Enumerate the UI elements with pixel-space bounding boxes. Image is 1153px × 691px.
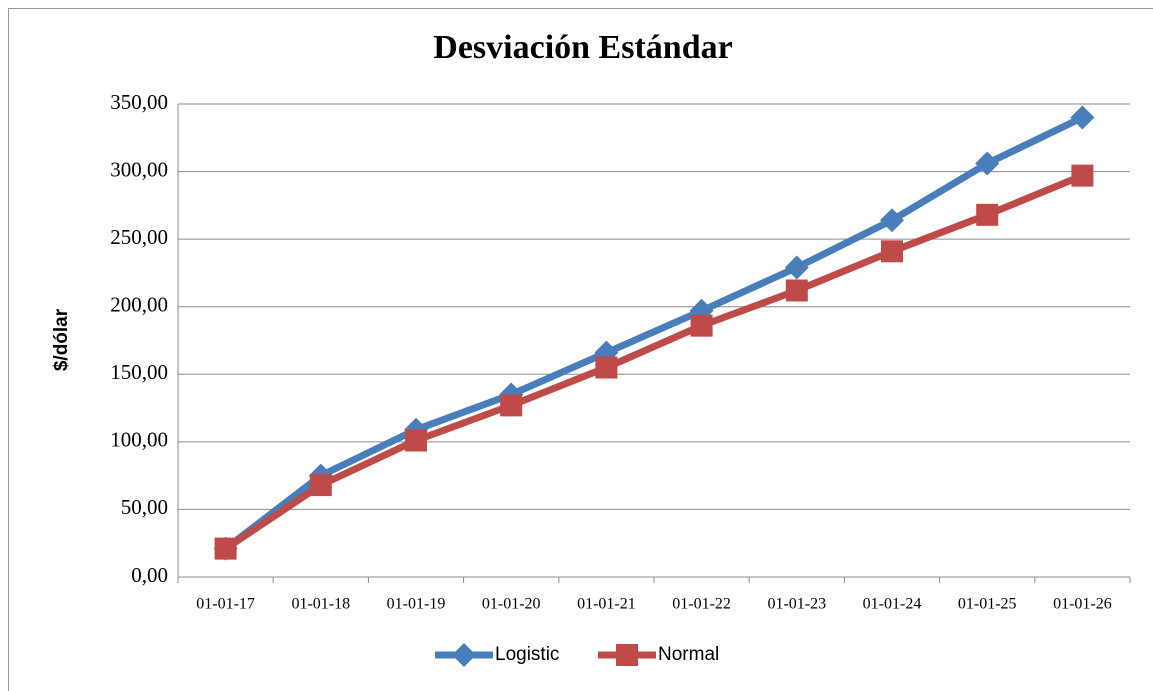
marker (975, 151, 1000, 176)
x-tick-label: 01-01-20 (482, 596, 541, 613)
marker (1070, 105, 1095, 130)
legend-marker (452, 643, 476, 667)
series-line (223, 114, 1084, 552)
series-line (223, 172, 1084, 552)
marker (785, 279, 808, 302)
marker (880, 208, 904, 233)
x-tick-label: 01-01-23 (767, 596, 826, 613)
marker (214, 537, 237, 560)
legend-marker (616, 644, 638, 666)
y-tick-label: 150,00 (110, 360, 168, 384)
x-tick-label: 01-01-25 (958, 596, 1017, 613)
y-tick-label: 50,00 (121, 495, 168, 519)
chart-frame (8, 8, 1153, 691)
marker (976, 203, 999, 226)
x-tick-label: 01-01-21 (577, 596, 636, 613)
marker (595, 356, 618, 379)
x-tick-label: 01-01-18 (291, 596, 350, 613)
y-tick-label: 200,00 (110, 293, 168, 317)
marker (784, 255, 809, 280)
marker (881, 240, 903, 263)
x-tick-label: 01-01-22 (672, 596, 731, 613)
y-tick-label: 0,00 (131, 563, 168, 587)
y-axis-label: $/dólar (51, 308, 72, 371)
x-tick-label: 01-01-24 (863, 596, 922, 613)
marker (500, 394, 523, 417)
chart-title: Desviación Estándar (433, 29, 732, 66)
y-tick-label: 250,00 (110, 225, 168, 249)
marker (309, 474, 332, 497)
x-tick-label: 01-01-19 (387, 596, 446, 613)
y-tick-label: 350,00 (110, 90, 168, 114)
marker (405, 429, 427, 452)
marker (1071, 164, 1094, 187)
y-tick-label: 300,00 (110, 157, 168, 181)
x-tick-label: 01-01-26 (1053, 596, 1112, 613)
legend-label: Logistic (495, 644, 559, 665)
marker (690, 314, 713, 337)
y-tick-label: 100,00 (110, 428, 168, 452)
legend-label: Normal (658, 644, 719, 665)
x-tick-label: 01-01-17 (196, 596, 255, 613)
